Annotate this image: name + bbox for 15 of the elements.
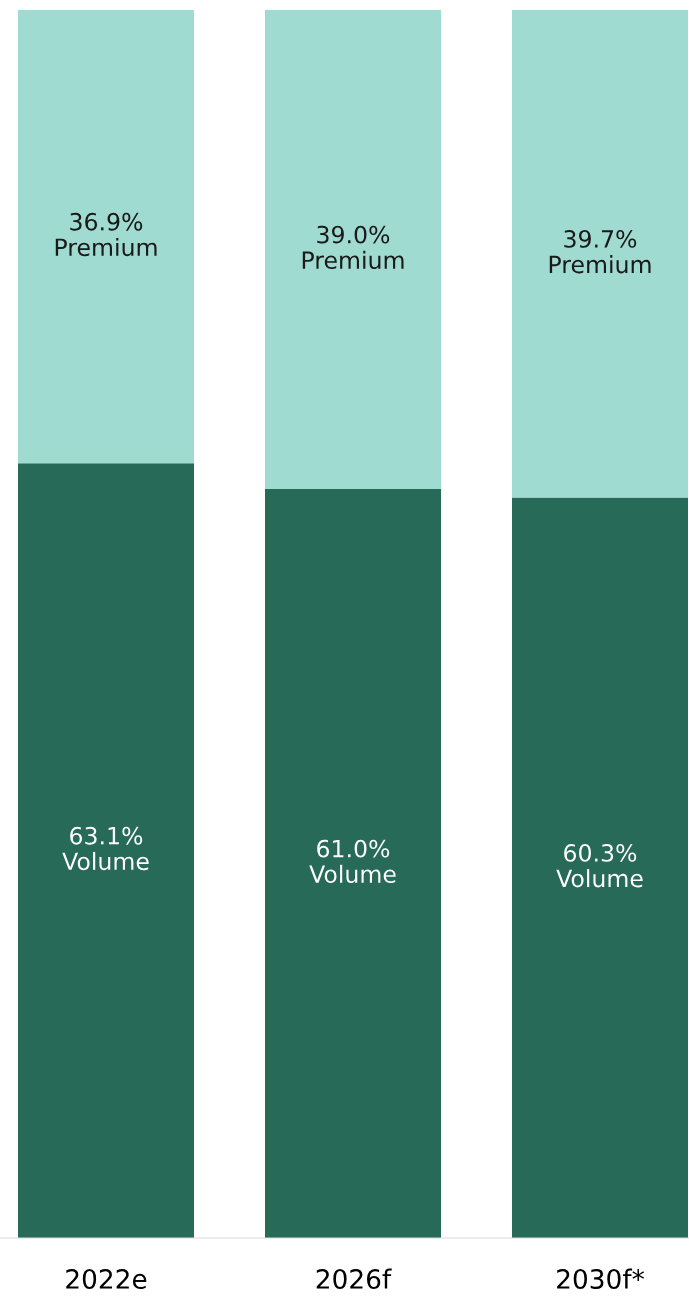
data-label: 61.0% [317,839,390,858]
text: Volume [62,851,149,871]
data-label: 63.1% [70,826,143,845]
text: Premium [549,255,651,274]
series-label: Volume [309,864,396,884]
text: Premium [302,250,404,270]
data-label: 39.0% [317,225,390,244]
data-label: 36.9% [70,212,143,231]
x-tick-label: 2022e [66,1269,147,1289]
text: Volume [556,869,643,888]
series-label: Premium [55,237,157,257]
x-tick-label: 2030f* [557,1268,645,1289]
data-label: 39.7% [564,229,637,248]
x-tick-label: 2026f [316,1268,392,1289]
data-label: 60.3% [564,843,637,862]
